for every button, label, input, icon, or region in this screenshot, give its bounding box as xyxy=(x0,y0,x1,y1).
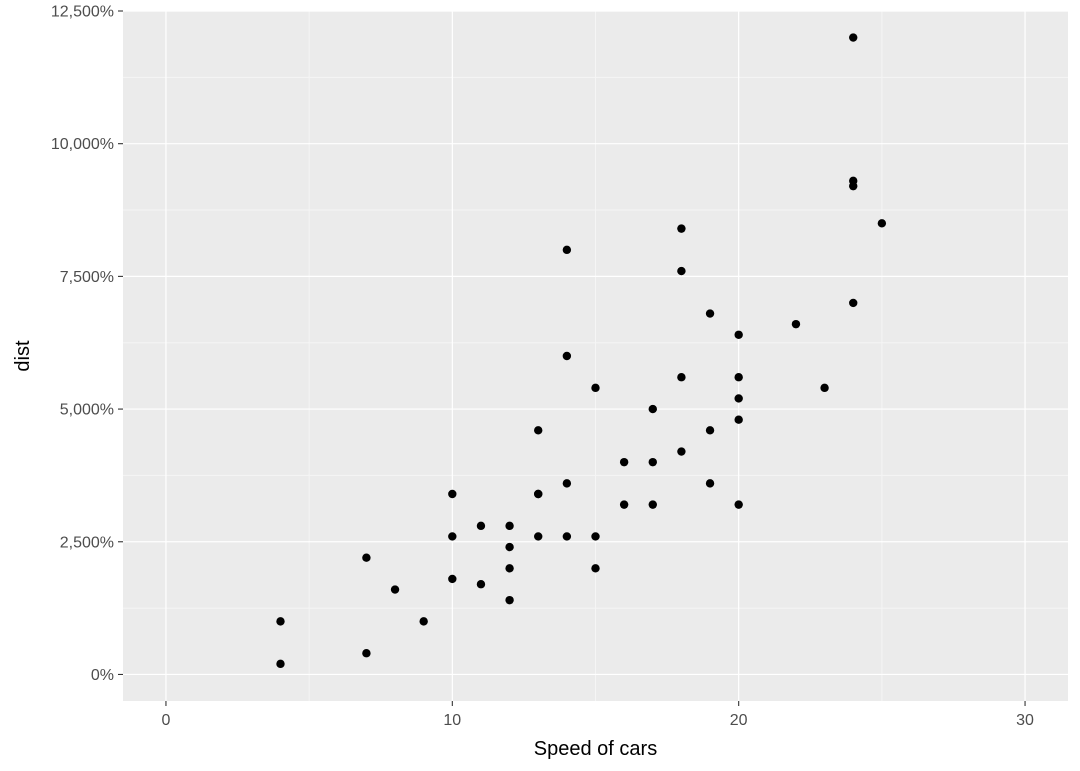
y-tick-label: 2,500% xyxy=(60,534,114,551)
data-point xyxy=(562,245,572,255)
y-axis: 0% 2,500% 5,000% 7,500% 10,000% 12,500% xyxy=(51,4,123,684)
x-axis: 0 10 20 30 xyxy=(162,701,1034,729)
data-point xyxy=(276,659,285,669)
data-point xyxy=(849,33,858,42)
x-tick-label: 0 xyxy=(162,712,171,729)
data-point xyxy=(562,479,572,488)
data-point xyxy=(705,309,715,318)
data-point xyxy=(648,500,657,509)
data-point xyxy=(619,457,629,467)
y-tick-label: 10,000% xyxy=(51,136,114,153)
data-point xyxy=(734,330,743,339)
data-point xyxy=(648,457,657,467)
data-point xyxy=(734,415,743,424)
data-point xyxy=(534,426,543,435)
minor-gridlines xyxy=(123,11,1068,701)
data-point xyxy=(734,373,743,382)
data-point xyxy=(476,580,486,589)
data-point xyxy=(820,383,829,393)
data-point xyxy=(505,521,514,531)
data-point xyxy=(505,542,514,552)
y-axis-title: dist xyxy=(12,340,34,372)
data-point xyxy=(677,266,686,276)
data-point xyxy=(476,521,486,531)
data-point xyxy=(362,553,371,562)
y-tick-label: 7,500% xyxy=(60,269,114,286)
data-point xyxy=(448,489,457,499)
data-point xyxy=(677,447,686,456)
data-point xyxy=(390,585,400,594)
data-points xyxy=(276,33,887,669)
y-tick-label: 0% xyxy=(91,667,114,684)
data-point xyxy=(591,383,600,393)
data-point xyxy=(562,351,572,361)
data-point xyxy=(677,224,686,233)
x-tick-label: 30 xyxy=(1016,712,1034,729)
data-point xyxy=(362,649,371,658)
data-point xyxy=(791,319,801,329)
data-point xyxy=(849,298,858,308)
data-point xyxy=(448,574,457,584)
data-point xyxy=(448,532,457,541)
data-point xyxy=(534,532,543,541)
x-axis-title: Speed of cars xyxy=(534,738,657,760)
data-point xyxy=(705,426,715,435)
data-point xyxy=(734,500,743,509)
data-point xyxy=(705,479,715,488)
data-point xyxy=(849,176,858,186)
data-point xyxy=(877,219,887,228)
data-point xyxy=(534,489,543,499)
y-tick-label: 12,500% xyxy=(51,4,114,21)
major-gridlines xyxy=(123,10,1068,701)
data-point xyxy=(591,564,600,573)
y-tick-label: 5,000% xyxy=(60,402,114,419)
data-point xyxy=(562,532,572,541)
data-point xyxy=(734,394,743,403)
data-point xyxy=(648,404,657,414)
data-point xyxy=(419,617,428,626)
data-point xyxy=(505,564,514,573)
data-point xyxy=(276,617,285,626)
data-point xyxy=(505,595,514,605)
x-tick-label: 20 xyxy=(730,712,748,729)
data-point xyxy=(677,373,686,382)
data-point xyxy=(591,532,600,541)
data-point xyxy=(619,500,629,509)
x-tick-label: 10 xyxy=(443,712,461,729)
